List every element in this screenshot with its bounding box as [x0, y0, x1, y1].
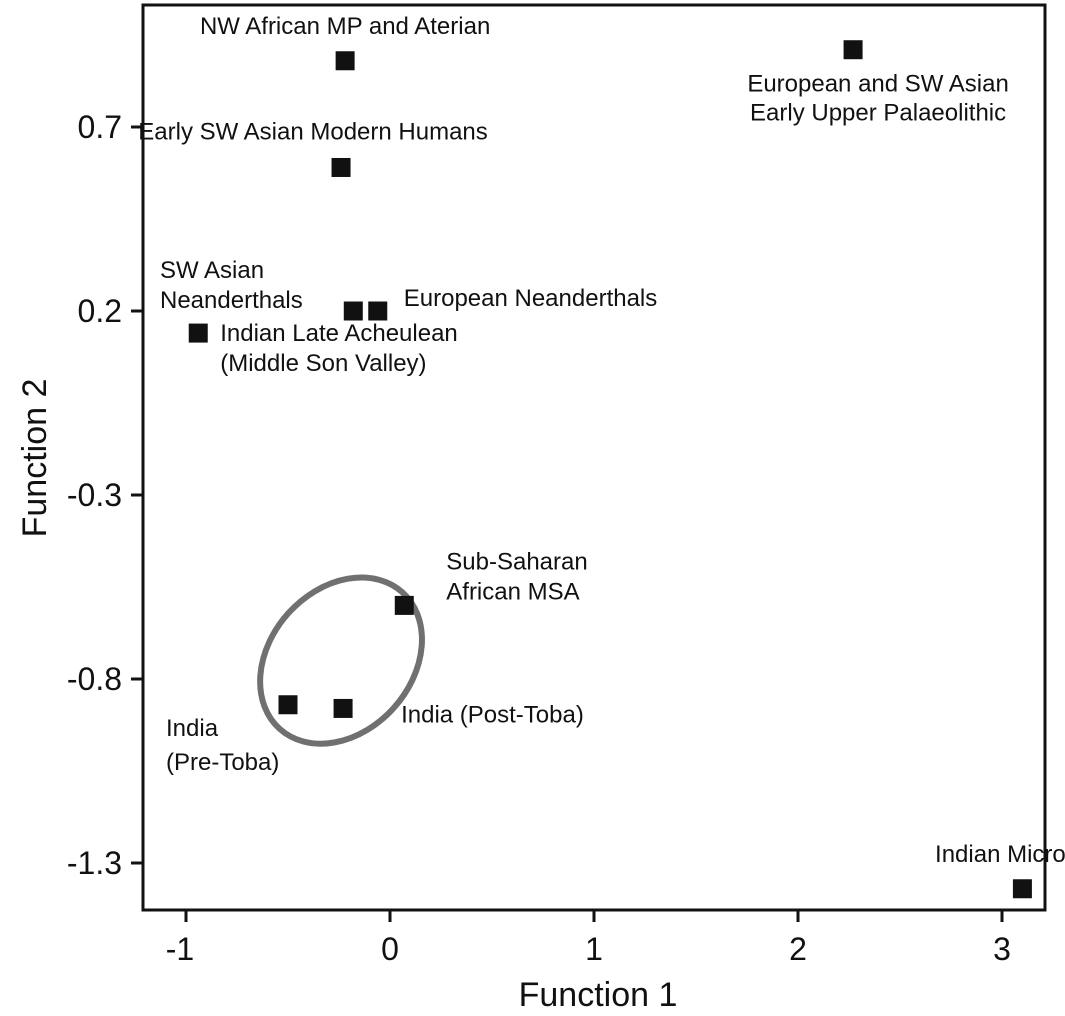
x-tick-label: 2 — [789, 931, 807, 967]
point-label: Indian Microlithic — [935, 841, 1065, 868]
point-label: Early Upper Palaeolithic — [750, 100, 1006, 127]
data-point — [278, 695, 298, 715]
point-label: India — [166, 715, 219, 742]
y-tick-label: -0.8 — [67, 661, 122, 697]
ellipse-layer — [257, 574, 425, 747]
y-axis-title: Function 2 — [16, 379, 54, 538]
y-tick-label: 0.2 — [78, 293, 122, 329]
point-label: (Middle Son Valley) — [220, 350, 426, 377]
point-label: Indian Late Acheulean — [220, 320, 458, 347]
y-tick-label: -1.3 — [67, 845, 122, 881]
data-point — [1012, 879, 1032, 899]
y-tick-label: -0.3 — [67, 477, 122, 513]
data-point — [333, 698, 353, 718]
point-label: India (Post-Toba) — [401, 701, 584, 728]
x-tick-label: 1 — [585, 931, 603, 967]
axis-ticks: -1 0 1 2 3 0.7 0.2 -0.3 -0.8 -1.3 — [67, 109, 1011, 967]
data-point — [368, 301, 388, 321]
data-point — [188, 323, 208, 343]
x-tick-label: 0 — [381, 931, 399, 967]
point-label: African MSA — [446, 578, 579, 605]
x-axis-title: Function 1 — [519, 976, 678, 1014]
group-ellipse — [257, 574, 425, 747]
data-point — [843, 40, 863, 60]
point-label: (Pre-Toba) — [166, 749, 279, 776]
data-points — [188, 40, 1032, 899]
point-label: SW Asian — [160, 257, 264, 284]
point-label: European Neanderthals — [404, 285, 658, 312]
data-point — [335, 51, 355, 71]
data-point — [343, 301, 363, 321]
point-label: Early SW Asian Modern Humans — [138, 118, 487, 145]
point-label: Sub-Saharan — [446, 548, 587, 575]
point-labels: NW African MP and Aterian European and SW… — [138, 13, 1065, 868]
point-label: Neanderthals — [160, 287, 303, 314]
x-tick-label: -1 — [166, 931, 194, 967]
data-point — [331, 157, 351, 177]
data-point — [394, 595, 414, 615]
x-tick-label: 3 — [993, 931, 1011, 967]
y-tick-label: 0.7 — [78, 109, 122, 145]
point-label: NW African MP and Aterian — [200, 13, 490, 40]
point-label: European and SW Asian — [747, 71, 1009, 98]
